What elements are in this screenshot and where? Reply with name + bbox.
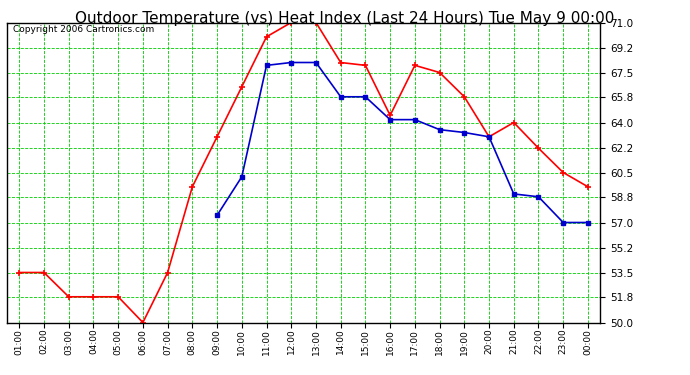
Text: Copyright 2006 Cartronics.com: Copyright 2006 Cartronics.com bbox=[13, 26, 154, 34]
Text: Outdoor Temperature (vs) Heat Index (Last 24 Hours) Tue May 9 00:00: Outdoor Temperature (vs) Heat Index (Las… bbox=[75, 11, 615, 26]
